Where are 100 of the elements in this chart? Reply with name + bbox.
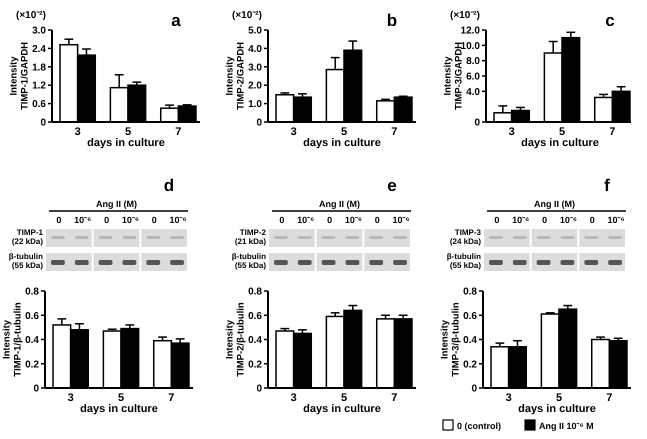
y-tick-label: 0 xyxy=(40,118,46,128)
x-tick-label: 3 xyxy=(508,126,515,138)
x-tick-label: 7 xyxy=(391,126,398,138)
text: (×10⁻²) xyxy=(232,10,262,21)
y-axis-title: Intensity TIMP-2/β-tubulin xyxy=(224,302,246,377)
y-tick-label: 0.6 xyxy=(248,310,262,322)
text: 0 xyxy=(104,215,110,225)
y-tick-label: 0.4 xyxy=(248,335,262,346)
y-tick-label: 0 xyxy=(256,118,262,128)
y-tick-label: 1.8 xyxy=(32,62,46,74)
text: 0 xyxy=(590,215,595,225)
text: (×10⁻²) xyxy=(450,10,480,21)
y-tick-label: 0.8 xyxy=(248,286,262,298)
x-axis-title: days in culture xyxy=(80,403,158,415)
text: 10⁻⁶ xyxy=(170,215,187,225)
x-tick-label: 7 xyxy=(609,126,616,138)
y-tick-label: 1.0 xyxy=(248,99,262,110)
y-tick-label: 0.4 xyxy=(25,335,40,346)
y-tick-label: 0.2 xyxy=(248,359,262,370)
legend-label: 0 (control) xyxy=(457,421,501,431)
text: 0 xyxy=(56,215,62,225)
x-axis-title: days in culture xyxy=(521,137,599,149)
text: 10⁻⁶ xyxy=(512,215,530,225)
y-tick-label: 8.0 xyxy=(466,56,480,68)
x-axis-title: days in culture xyxy=(87,137,165,149)
text: 10⁻⁶ xyxy=(392,215,410,225)
y-axis-title: Intensity TIMP-3/β-tubulin xyxy=(440,302,462,377)
y-tick-label: 6.0 xyxy=(466,72,480,82)
text: Ang II (M) xyxy=(96,199,137,209)
y-axis-title: Intensity TIMP-1/β-tubulin xyxy=(2,302,24,377)
chart-title: e xyxy=(387,176,397,195)
x-tick-label: 3 xyxy=(74,126,81,138)
text: 10⁻⁶ xyxy=(560,215,577,225)
y-tick-label: 10.0 xyxy=(460,40,480,52)
text: β-tubulin (55 kDa) xyxy=(232,252,266,270)
y-tick-label: 4.0 xyxy=(466,86,480,98)
text: 10⁻⁶ xyxy=(608,215,625,225)
text: Ang II (M) xyxy=(319,199,360,209)
y-tick-label: 0.8 xyxy=(25,286,40,298)
x-tick-label: 5 xyxy=(340,392,348,404)
x-tick-label: 3 xyxy=(290,126,297,138)
y-tick-label: 5.0 xyxy=(248,26,262,36)
y-axis-title: Intensity TIMP-1/GAPDH xyxy=(8,42,30,110)
x-axis-title: days in culture xyxy=(303,403,381,415)
y-tick-label: 0 xyxy=(33,384,40,394)
text: β-tubulin (55 kDa) xyxy=(8,252,44,270)
y-tick-label: 4.0 xyxy=(248,44,262,55)
x-tick-label: 7 xyxy=(175,126,182,138)
legend-label: Ang II 10⁻⁶ M xyxy=(539,421,594,431)
y-tick-label: 0.6 xyxy=(25,310,40,322)
text: Ang II (M) xyxy=(534,199,575,209)
y-tick-label: 0.4 xyxy=(463,335,478,346)
chart-title: d xyxy=(164,176,174,195)
text: TIMP-1 (22 kDa) xyxy=(12,228,44,246)
x-tick-label: 3 xyxy=(290,392,297,404)
y-tick-label: 2.4 xyxy=(32,44,46,55)
y-tick-label: 0.6 xyxy=(463,310,478,322)
y-tick-label: 0 xyxy=(474,118,480,128)
y-tick-label: 0 xyxy=(256,384,262,394)
text: β-tubulin (55 kDa) xyxy=(446,252,482,270)
y-tick-label: 3.0 xyxy=(248,62,262,74)
x-tick-label: 7 xyxy=(606,392,612,404)
chart-title: c xyxy=(605,11,615,30)
text: 10⁻⁶ xyxy=(74,215,92,225)
x-axis-title: days in culture xyxy=(518,403,596,415)
x-tick-label: 5 xyxy=(124,126,132,138)
chart-title: a xyxy=(171,11,182,30)
y-tick-label: 0.8 xyxy=(463,286,478,298)
x-tick-label: 5 xyxy=(556,392,562,404)
text: 0 xyxy=(374,215,380,225)
x-tick-label: 3 xyxy=(68,392,74,404)
x-axis-title: days in culture xyxy=(303,137,381,149)
chart-title: b xyxy=(386,11,398,30)
text: 0 xyxy=(327,215,332,225)
x-tick-label: 5 xyxy=(118,392,124,404)
y-tick-label: 3.0 xyxy=(32,26,46,36)
text: 0 xyxy=(152,215,157,225)
text: 0 xyxy=(494,215,500,225)
text: 10⁻⁶ xyxy=(344,215,362,225)
text: (×10⁻²) xyxy=(16,10,46,21)
y-tick-label: 2.0 xyxy=(248,80,262,92)
y-tick-label: 0.2 xyxy=(463,359,478,370)
x-tick-label: 5 xyxy=(340,126,348,138)
y-tick-label: 1.2 xyxy=(32,80,46,92)
y-axis-title: Intensity TIMP-2/GAPDH xyxy=(224,42,246,110)
chart-title: f xyxy=(604,176,610,195)
text: 0 xyxy=(279,215,284,225)
text: 10⁻⁶ xyxy=(297,215,314,225)
y-tick-label: 12.0 xyxy=(460,26,480,36)
text: 0 xyxy=(542,215,548,225)
text: TIMP-3 (24 kDa) xyxy=(450,228,482,246)
x-tick-label: 5 xyxy=(558,126,566,138)
y-tick-label: 0 xyxy=(471,384,478,394)
x-tick-label: 7 xyxy=(168,392,174,404)
x-tick-label: 7 xyxy=(391,392,398,404)
y-tick-label: 0.2 xyxy=(25,359,40,370)
y-tick-label: 0.6 xyxy=(32,99,46,110)
text: TIMP-2 (21 kDa) xyxy=(234,228,267,246)
text: 10⁻⁶ xyxy=(122,215,139,225)
x-tick-label: 3 xyxy=(506,392,512,404)
